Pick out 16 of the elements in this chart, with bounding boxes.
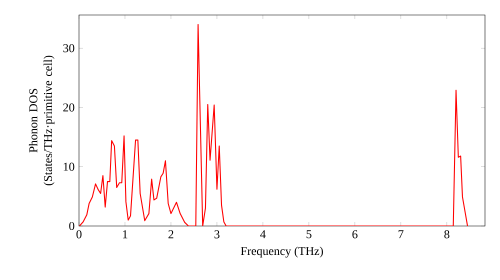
y-tick-label: 30	[63, 44, 74, 52]
x-tick-label: 4	[260, 230, 266, 238]
y-axis-title: Phonon DOS (States/THz·primitive cell)	[28, 56, 54, 186]
x-tick-label: 2	[168, 230, 174, 238]
x-tick-label: 6	[352, 230, 358, 238]
x-tick-label: 0	[76, 230, 82, 238]
y-tick-label: 0	[69, 222, 74, 230]
x-axis-title: Frequency (THz)	[240, 246, 323, 258]
y-tick-label: 10	[64, 162, 74, 171]
x-tick-label: 3	[214, 230, 220, 238]
x-tick-label: 5	[306, 230, 312, 238]
x-tick-label: 8	[444, 230, 450, 238]
x-tick-label: 7	[398, 230, 404, 238]
line-series	[79, 24, 468, 226]
x-tick-label: 1	[123, 230, 128, 238]
y-tick-label: 20	[63, 103, 74, 112]
